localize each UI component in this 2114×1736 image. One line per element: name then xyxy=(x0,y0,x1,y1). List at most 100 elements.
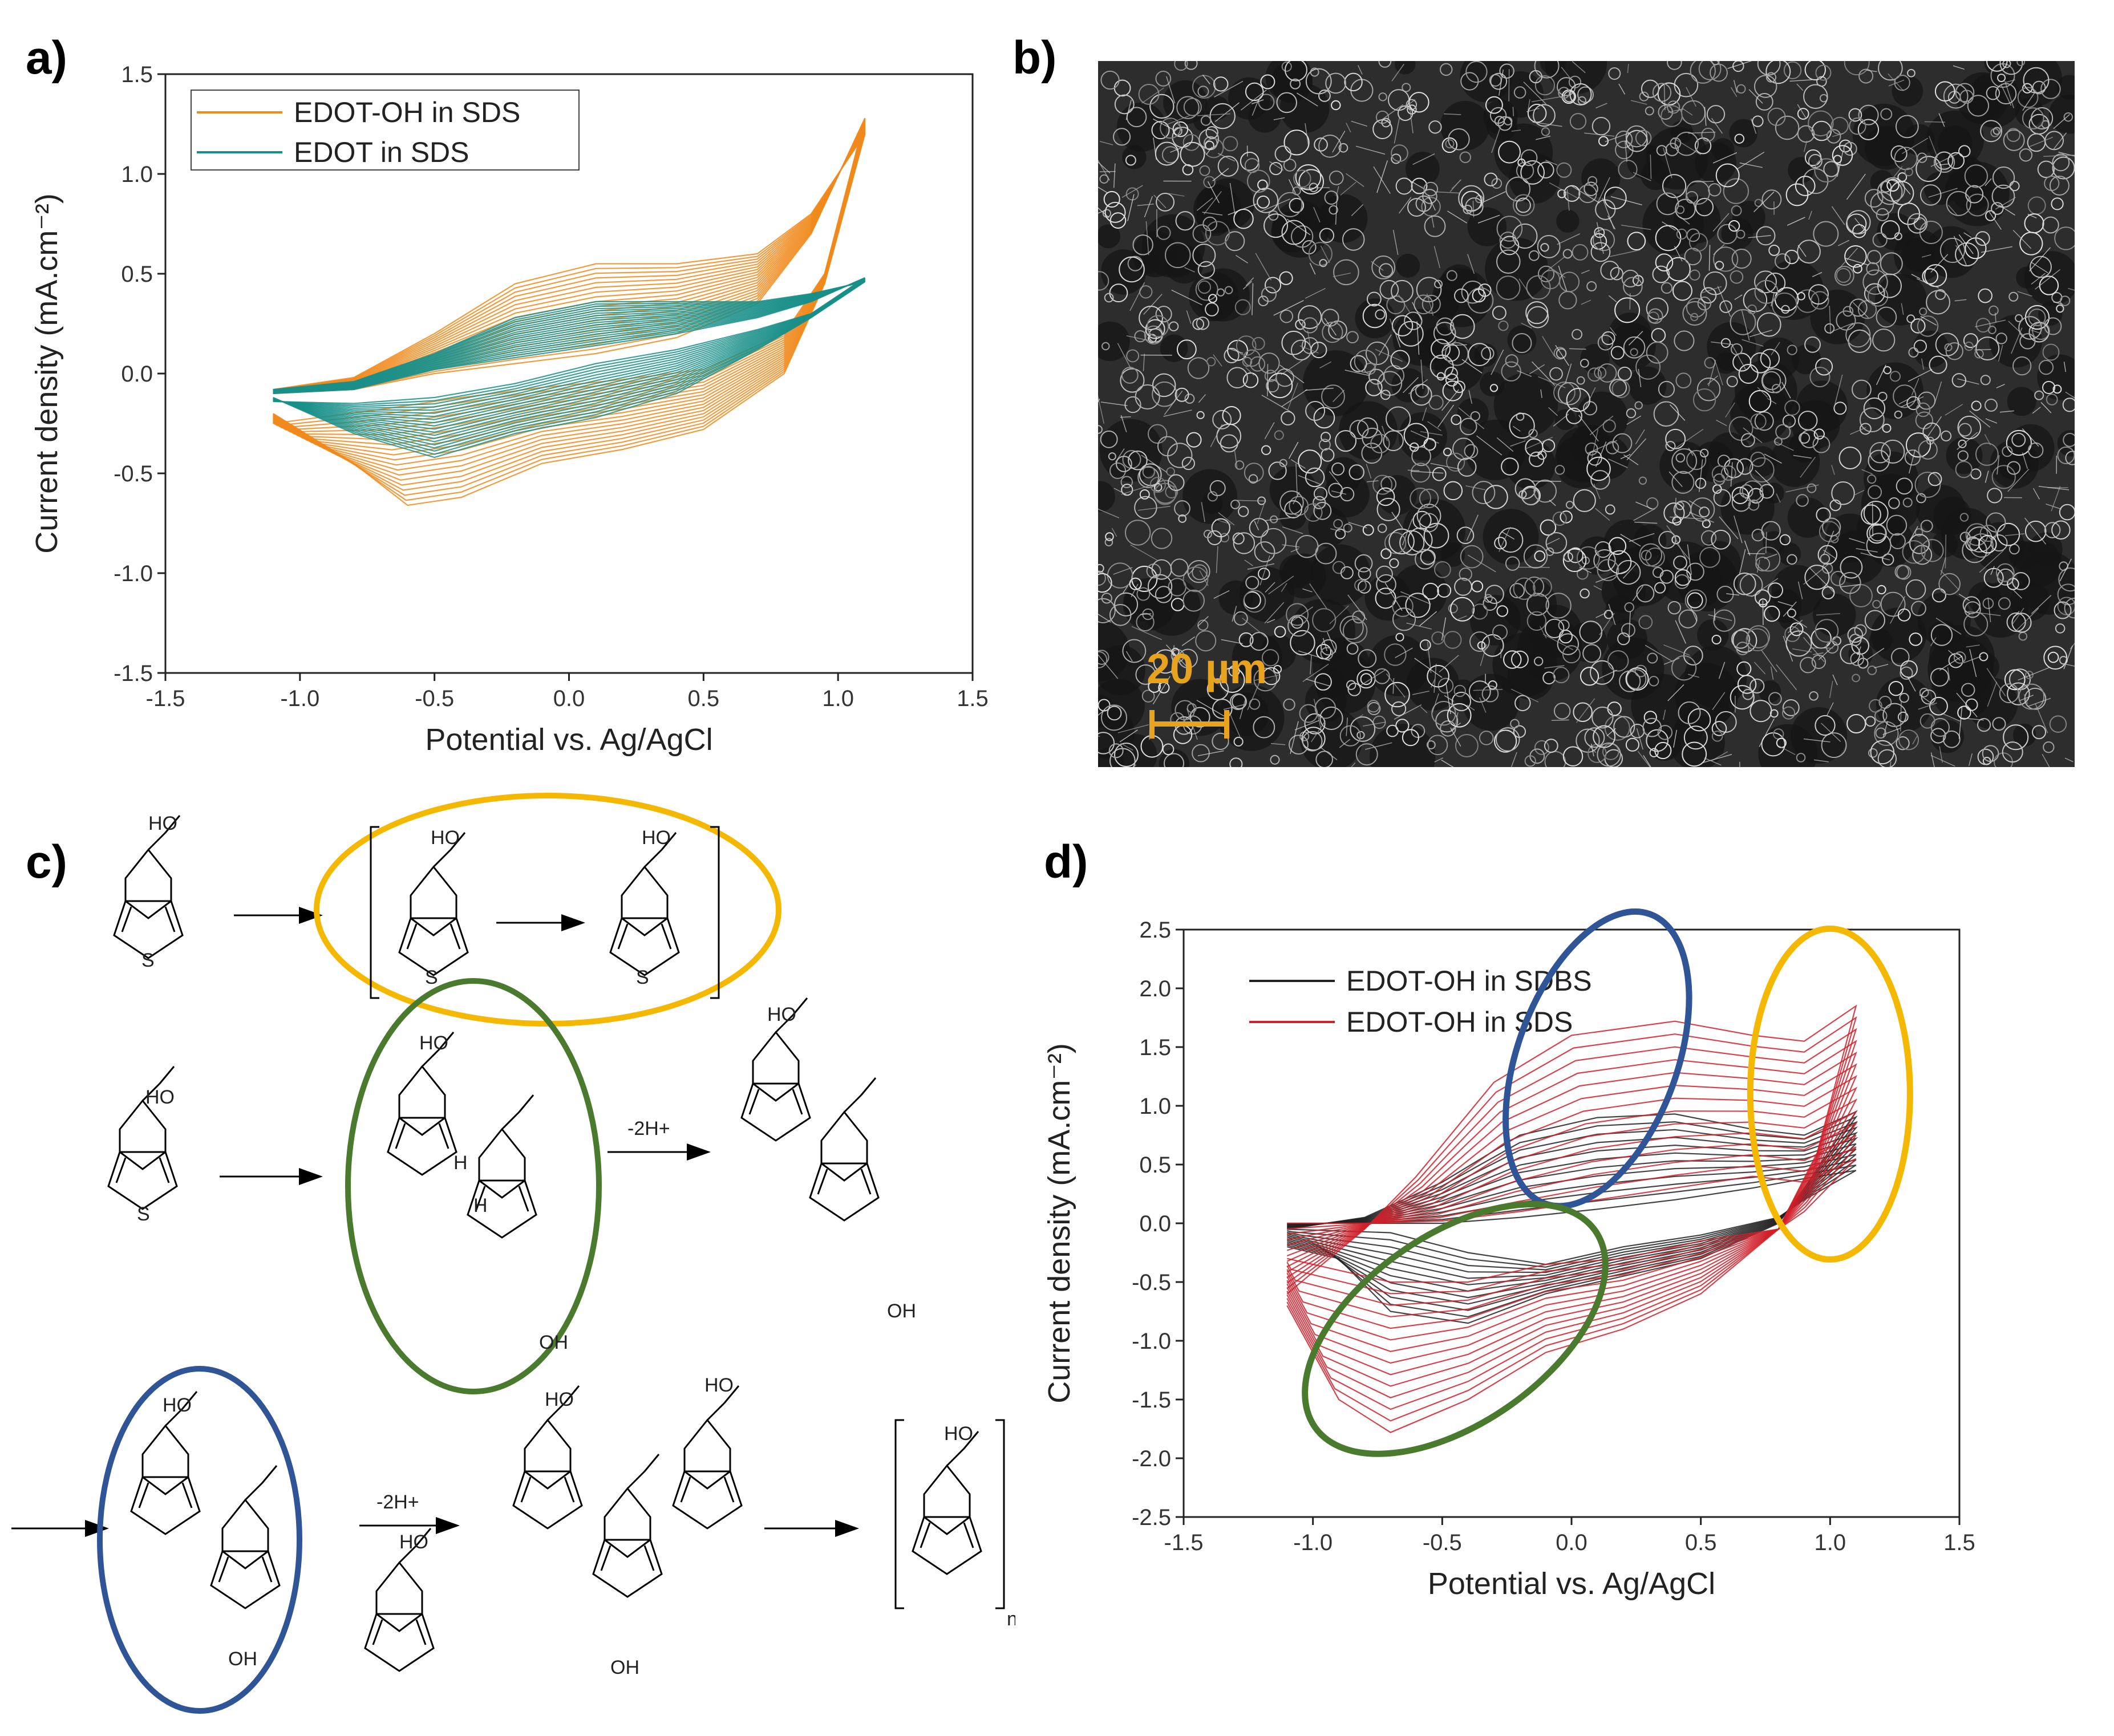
sem-grain xyxy=(1672,281,1692,301)
sem-fibril xyxy=(1302,663,1329,682)
cv-cycle xyxy=(273,278,865,409)
cv-cycle xyxy=(1287,1137,1858,1292)
sem-fibril xyxy=(1228,711,1241,739)
sem-fibril xyxy=(1477,214,1500,224)
sem-grain xyxy=(1331,100,1341,111)
sem-grain xyxy=(1233,611,1248,626)
sem-grain xyxy=(1815,619,1839,643)
sem-grain xyxy=(1513,577,1536,600)
sem-grain xyxy=(1811,120,1832,141)
sem-fibril xyxy=(1542,336,1555,357)
sem-grain xyxy=(1321,384,1345,409)
sem-grain xyxy=(1182,164,1194,176)
sem-grain xyxy=(1375,587,1396,609)
sem-grain xyxy=(1900,666,1913,680)
sem-grain xyxy=(1322,321,1343,343)
sem-fibril xyxy=(1996,384,2005,388)
sem-grain xyxy=(1909,534,1930,554)
sem-grain xyxy=(1554,465,1565,475)
sem-grain xyxy=(1114,592,1139,616)
oh-label-1: OH xyxy=(539,1332,568,1353)
sem-grain xyxy=(1534,75,1556,96)
sem-fibril xyxy=(1165,644,1187,667)
sem-grain xyxy=(1375,565,1393,583)
sem-fibril xyxy=(1455,712,1459,725)
sem-grain xyxy=(1824,323,1835,334)
sem-grain xyxy=(2052,384,2062,394)
sem-grain xyxy=(1122,639,1147,663)
sem-fibril xyxy=(1286,218,1311,236)
sem-grain xyxy=(1612,433,1633,453)
s-label-1: S xyxy=(141,950,155,971)
sem-grain xyxy=(1797,125,1815,143)
sem-grain xyxy=(1864,189,1884,208)
minus-2h-label-2: -2H+ xyxy=(376,1491,419,1513)
sem-fibril xyxy=(1840,584,1860,587)
sem-pore xyxy=(1581,158,1621,198)
sem-grain xyxy=(1842,306,1854,317)
sem-fibril xyxy=(1221,639,1243,644)
sem-grain xyxy=(1568,75,1582,88)
sem-grain xyxy=(1915,402,1931,417)
sem-grain xyxy=(1379,263,1394,278)
sem-grain xyxy=(1868,485,1882,500)
sem-grain xyxy=(1678,701,1701,724)
sem-grain xyxy=(1958,439,1967,448)
sem-grain xyxy=(1268,461,1287,480)
sem-grain xyxy=(1836,310,1856,331)
sem-pore xyxy=(1502,577,1557,632)
sem-fibril xyxy=(1956,692,1978,717)
y-tick-label: -0.5 xyxy=(114,461,153,486)
sem-fibril xyxy=(1199,570,1209,586)
sem-grain xyxy=(1398,105,1414,121)
sem-pore xyxy=(1989,314,2042,368)
sem-grain xyxy=(1975,443,1999,466)
cv-cycle xyxy=(1286,1004,1857,1433)
sem-grain xyxy=(2019,148,2033,162)
sem-grain xyxy=(2059,295,2071,306)
trimer-unit-3 xyxy=(672,1385,743,1530)
sem-fibril xyxy=(1930,752,1935,767)
sem-fibril xyxy=(1473,689,1503,691)
sem-fibril xyxy=(1663,84,1666,111)
sem-grain xyxy=(1098,271,1109,291)
sem-grain xyxy=(1641,79,1660,98)
sem-grain xyxy=(1465,197,1484,216)
sem-grain xyxy=(1464,444,1479,459)
sem-fibril xyxy=(1461,359,1483,374)
sem-fibril xyxy=(1553,413,1569,427)
sem-grain xyxy=(1213,76,1229,92)
sem-grain xyxy=(1566,387,1591,412)
sem-grain xyxy=(1136,613,1155,632)
sem-fibril xyxy=(1966,644,1980,648)
sem-grain xyxy=(1562,249,1573,259)
sem-grain xyxy=(1987,488,2003,504)
sem-fibril xyxy=(1282,544,1300,547)
sem-grain xyxy=(1750,452,1766,467)
sem-grain xyxy=(1613,716,1635,738)
sem-grain xyxy=(1687,592,1703,609)
sem-grain xyxy=(2002,61,2011,68)
sem-grain xyxy=(2043,741,2055,753)
sem-fibril xyxy=(1595,612,1607,618)
sem-grain xyxy=(1869,441,1891,464)
sem-fibril xyxy=(1380,104,1404,121)
sem-grain xyxy=(1378,61,1392,68)
sem-grain xyxy=(1902,497,1913,508)
sem-grain xyxy=(1814,158,1838,183)
sem-pore xyxy=(1580,344,1610,374)
sem-grain xyxy=(1980,375,1991,386)
sem-grain xyxy=(2056,304,2064,313)
sem-grain xyxy=(1157,436,1178,457)
cv-cycle xyxy=(1287,1148,1857,1279)
sem-grain xyxy=(1699,546,1720,568)
sem-grain xyxy=(1732,628,1757,653)
sem-grain xyxy=(1181,456,1195,470)
sem-grain xyxy=(1695,197,1714,217)
sem-fibril xyxy=(1908,368,1933,382)
sem-grain xyxy=(1395,719,1410,733)
panel-label-b: b) xyxy=(1013,32,1057,84)
sem-grain xyxy=(1757,61,1781,76)
sem-pore xyxy=(1159,749,1190,767)
sem-grain xyxy=(1528,250,1540,261)
